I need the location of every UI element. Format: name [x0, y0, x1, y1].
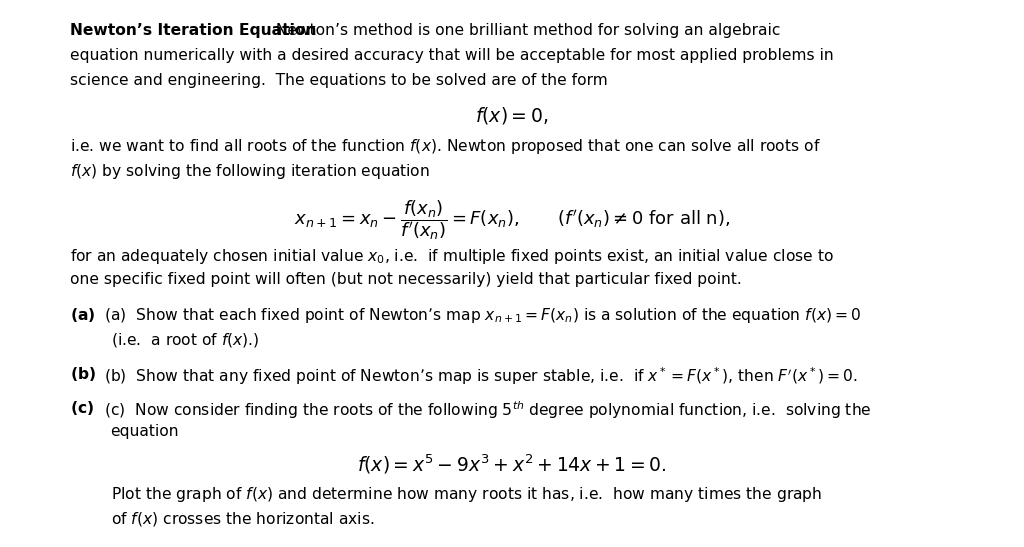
Text: equation: equation [111, 424, 179, 439]
Text: science and engineering.  The equations to be solved are of the form: science and engineering. The equations t… [70, 73, 607, 88]
Text: $f(x) = 0,$: $f(x) = 0,$ [475, 105, 549, 126]
Text: (b)  Show that any fixed point of Newton’s map is super stable, i.e.  if $x^* = : (b) Show that any fixed point of Newton’… [104, 365, 858, 387]
Text: $f(x) = x^5 - 9x^3 + x^2 + 14x + 1 = 0.$: $f(x) = x^5 - 9x^3 + x^2 + 14x + 1 = 0.$ [357, 453, 667, 476]
Text: (a)  Show that each fixed point of Newton’s map $x_{n+1} = F(x_n)$ is a solution: (a) Show that each fixed point of Newton… [104, 306, 861, 325]
Text: $\mathbf{(a)}$: $\mathbf{(a)}$ [70, 306, 95, 324]
Text: (i.e.  a root of $f(x)$.): (i.e. a root of $f(x)$.) [111, 331, 259, 350]
Text: $\mathbf{(b)}$: $\mathbf{(b)}$ [70, 365, 95, 383]
Text: (c)  Now consider finding the roots of the following $5^{th}$ degree polynomial : (c) Now consider finding the roots of th… [104, 399, 872, 421]
Text: Plot the graph of $f(x)$ and determine how many roots it has, i.e.  how many tim: Plot the graph of $f(x)$ and determine h… [111, 485, 822, 504]
Text: Newton’s Iteration Equation: Newton’s Iteration Equation [70, 23, 316, 38]
Text: $\mathbf{(c)}$: $\mathbf{(c)}$ [70, 399, 93, 417]
Text: one specific fixed point will often (but not necessarily) yield that particular : one specific fixed point will often (but… [70, 272, 741, 287]
Text: equation numerically with a desired accuracy that will be acceptable for most ap: equation numerically with a desired accu… [70, 48, 834, 63]
Text: $x_{n+1} = x_n - \dfrac{f(x_n)}{f'(x_n)} = F(x_n), \qquad (f'(x_n) \neq 0 \text{: $x_{n+1} = x_n - \dfrac{f(x_n)}{f'(x_n)}… [294, 198, 730, 242]
Text: of $f(x)$ crosses the horizontal axis.: of $f(x)$ crosses the horizontal axis. [111, 510, 374, 528]
Text: i.e. we want to find all roots of the function $f(x)$. Newton proposed that one : i.e. we want to find all roots of the fu… [70, 137, 820, 156]
Text: Newton’s method is one brilliant method for solving an algebraic: Newton’s method is one brilliant method … [271, 23, 780, 38]
Text: $f(x)$ by solving the following iteration equation: $f(x)$ by solving the following iteratio… [70, 162, 430, 181]
Text: for an adequately chosen initial value $x_0$, i.e.  if multiple fixed points exi: for an adequately chosen initial value $… [70, 247, 834, 266]
